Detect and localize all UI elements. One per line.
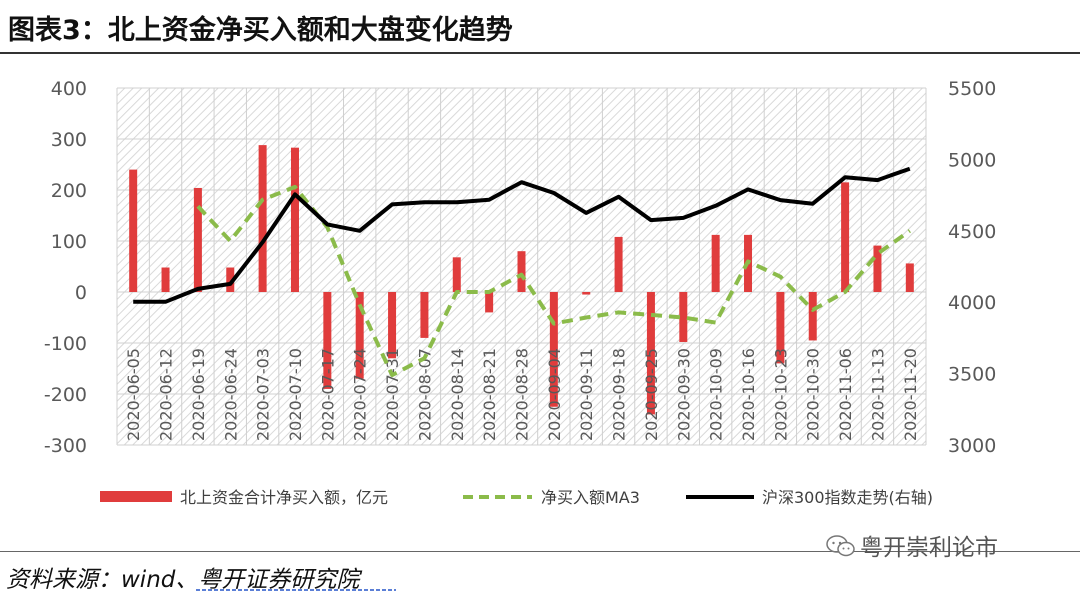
x-tick-label: 2020-11-20 bbox=[901, 348, 920, 441]
bar bbox=[355, 292, 364, 379]
y-right-tick-label: 3000 bbox=[948, 435, 996, 457]
legend-bar-label: 北上资金合计净买入额，亿元 bbox=[180, 488, 388, 507]
x-tick-label: 2020-08-21 bbox=[480, 348, 499, 441]
x-tick-label: 2020-11-13 bbox=[868, 348, 887, 441]
x-tick-label: 2020-09-25 bbox=[642, 348, 661, 441]
bar bbox=[193, 187, 202, 292]
legend: 北上资金合计净买入额，亿元 净买入额MA3 沪深300指数走势(右轴) bbox=[100, 488, 933, 507]
x-tick-label: 2020-07-17 bbox=[318, 348, 337, 441]
index-series bbox=[133, 166, 911, 304]
x-tick-label: 2020-06-19 bbox=[189, 348, 208, 441]
x-tick-label: 2020-10-16 bbox=[739, 348, 758, 441]
title-divider bbox=[0, 52, 1080, 54]
bar bbox=[873, 245, 882, 292]
y-right-tick-label: 3500 bbox=[948, 364, 996, 386]
bar bbox=[485, 292, 494, 313]
x-tick-label: 2020-10-23 bbox=[771, 348, 790, 441]
x-tick-label: 2020-09-04 bbox=[545, 348, 564, 441]
x-tick-label: 2020-08-28 bbox=[513, 348, 532, 441]
x-tick-label: 2020-06-05 bbox=[124, 348, 143, 441]
x-tick-label: 2020-06-24 bbox=[221, 348, 240, 441]
source-divider bbox=[0, 551, 1080, 552]
y-left-tick-label: -200 bbox=[44, 384, 87, 406]
y-left-tick-label: 400 bbox=[51, 78, 87, 100]
bar bbox=[161, 267, 170, 292]
x-tick-label: 2020-09-18 bbox=[610, 348, 629, 441]
y-axis-left-ticks: 400 300 200 100 0 -100 -200 -300 bbox=[44, 78, 87, 457]
legend-ma3-label: 净买入额MA3 bbox=[541, 488, 640, 507]
y-left-tick-label: 0 bbox=[75, 282, 87, 304]
x-tick-label: 2020-06-12 bbox=[157, 348, 176, 441]
legend-bar-swatch bbox=[100, 491, 172, 502]
y-left-tick-label: 200 bbox=[51, 180, 87, 202]
watermark-text: 粤开崇利论市 bbox=[860, 535, 998, 561]
source-underline bbox=[196, 589, 396, 591]
x-tick-label: 2020-07-03 bbox=[254, 348, 273, 441]
y-right-tick-label: 5000 bbox=[948, 149, 996, 171]
bar bbox=[290, 147, 299, 292]
x-tick-label: 2020-11-06 bbox=[836, 348, 855, 441]
bar bbox=[582, 292, 591, 295]
bar bbox=[614, 236, 623, 292]
x-tick-label: 2020-07-24 bbox=[351, 348, 370, 441]
bar bbox=[129, 169, 138, 292]
bar bbox=[517, 251, 526, 292]
bar bbox=[711, 234, 720, 292]
legend-index-label: 沪深300指数走势(右轴) bbox=[762, 488, 933, 507]
x-tick-label: 2020-07-31 bbox=[383, 348, 402, 441]
gridlines bbox=[116, 87, 927, 446]
bar bbox=[549, 292, 558, 407]
y-left-tick-label: -300 bbox=[44, 435, 87, 457]
bar bbox=[646, 292, 655, 415]
x-tick-label: 2020-08-07 bbox=[415, 348, 434, 441]
y-axis-right-ticks: 5500 5000 4500 4000 3500 3000 bbox=[948, 78, 996, 457]
bar bbox=[452, 257, 461, 292]
x-tick-label: 2020-09-30 bbox=[674, 348, 693, 441]
y-right-tick-label: 4000 bbox=[948, 292, 996, 314]
watermark: 粤开崇利论市 bbox=[826, 528, 998, 562]
x-axis-ticks: 2020-06-05 2020-06-12 2020-06-19 2020-06-24… bbox=[124, 348, 920, 441]
bar bbox=[776, 292, 785, 364]
x-tick-label: 2020-08-14 bbox=[448, 348, 467, 441]
y-left-tick-label: 100 bbox=[51, 231, 87, 253]
bar bbox=[323, 292, 332, 389]
bar bbox=[679, 292, 688, 342]
index-line bbox=[133, 166, 911, 304]
y-left-tick-label: -100 bbox=[44, 333, 87, 355]
bar bbox=[808, 292, 817, 341]
chart-title: 图表3：北上资金净买入额和大盘变化趋势 bbox=[8, 15, 513, 46]
bar bbox=[420, 292, 429, 338]
chart-area: 2020-06-05 2020-06-12 2020-06-19 2020-06-24… bbox=[44, 78, 996, 507]
x-tick-label: 2020-10-09 bbox=[707, 348, 726, 441]
x-tick-label: 2020-09-11 bbox=[577, 348, 596, 441]
y-right-tick-label: 4500 bbox=[948, 221, 996, 243]
bar bbox=[258, 145, 267, 292]
source-note: 资料来源：wind、粤开证券研究院 bbox=[6, 567, 360, 593]
bar bbox=[226, 267, 235, 292]
bar bbox=[841, 182, 850, 292]
x-tick-label: 2020-10-30 bbox=[804, 348, 823, 441]
bar bbox=[388, 292, 397, 359]
y-left-tick-label: 300 bbox=[51, 129, 87, 151]
wechat-icon bbox=[826, 535, 855, 557]
y-right-tick-label: 5500 bbox=[948, 78, 996, 100]
x-tick-label: 2020-07-10 bbox=[286, 348, 305, 441]
bar bbox=[905, 263, 914, 292]
